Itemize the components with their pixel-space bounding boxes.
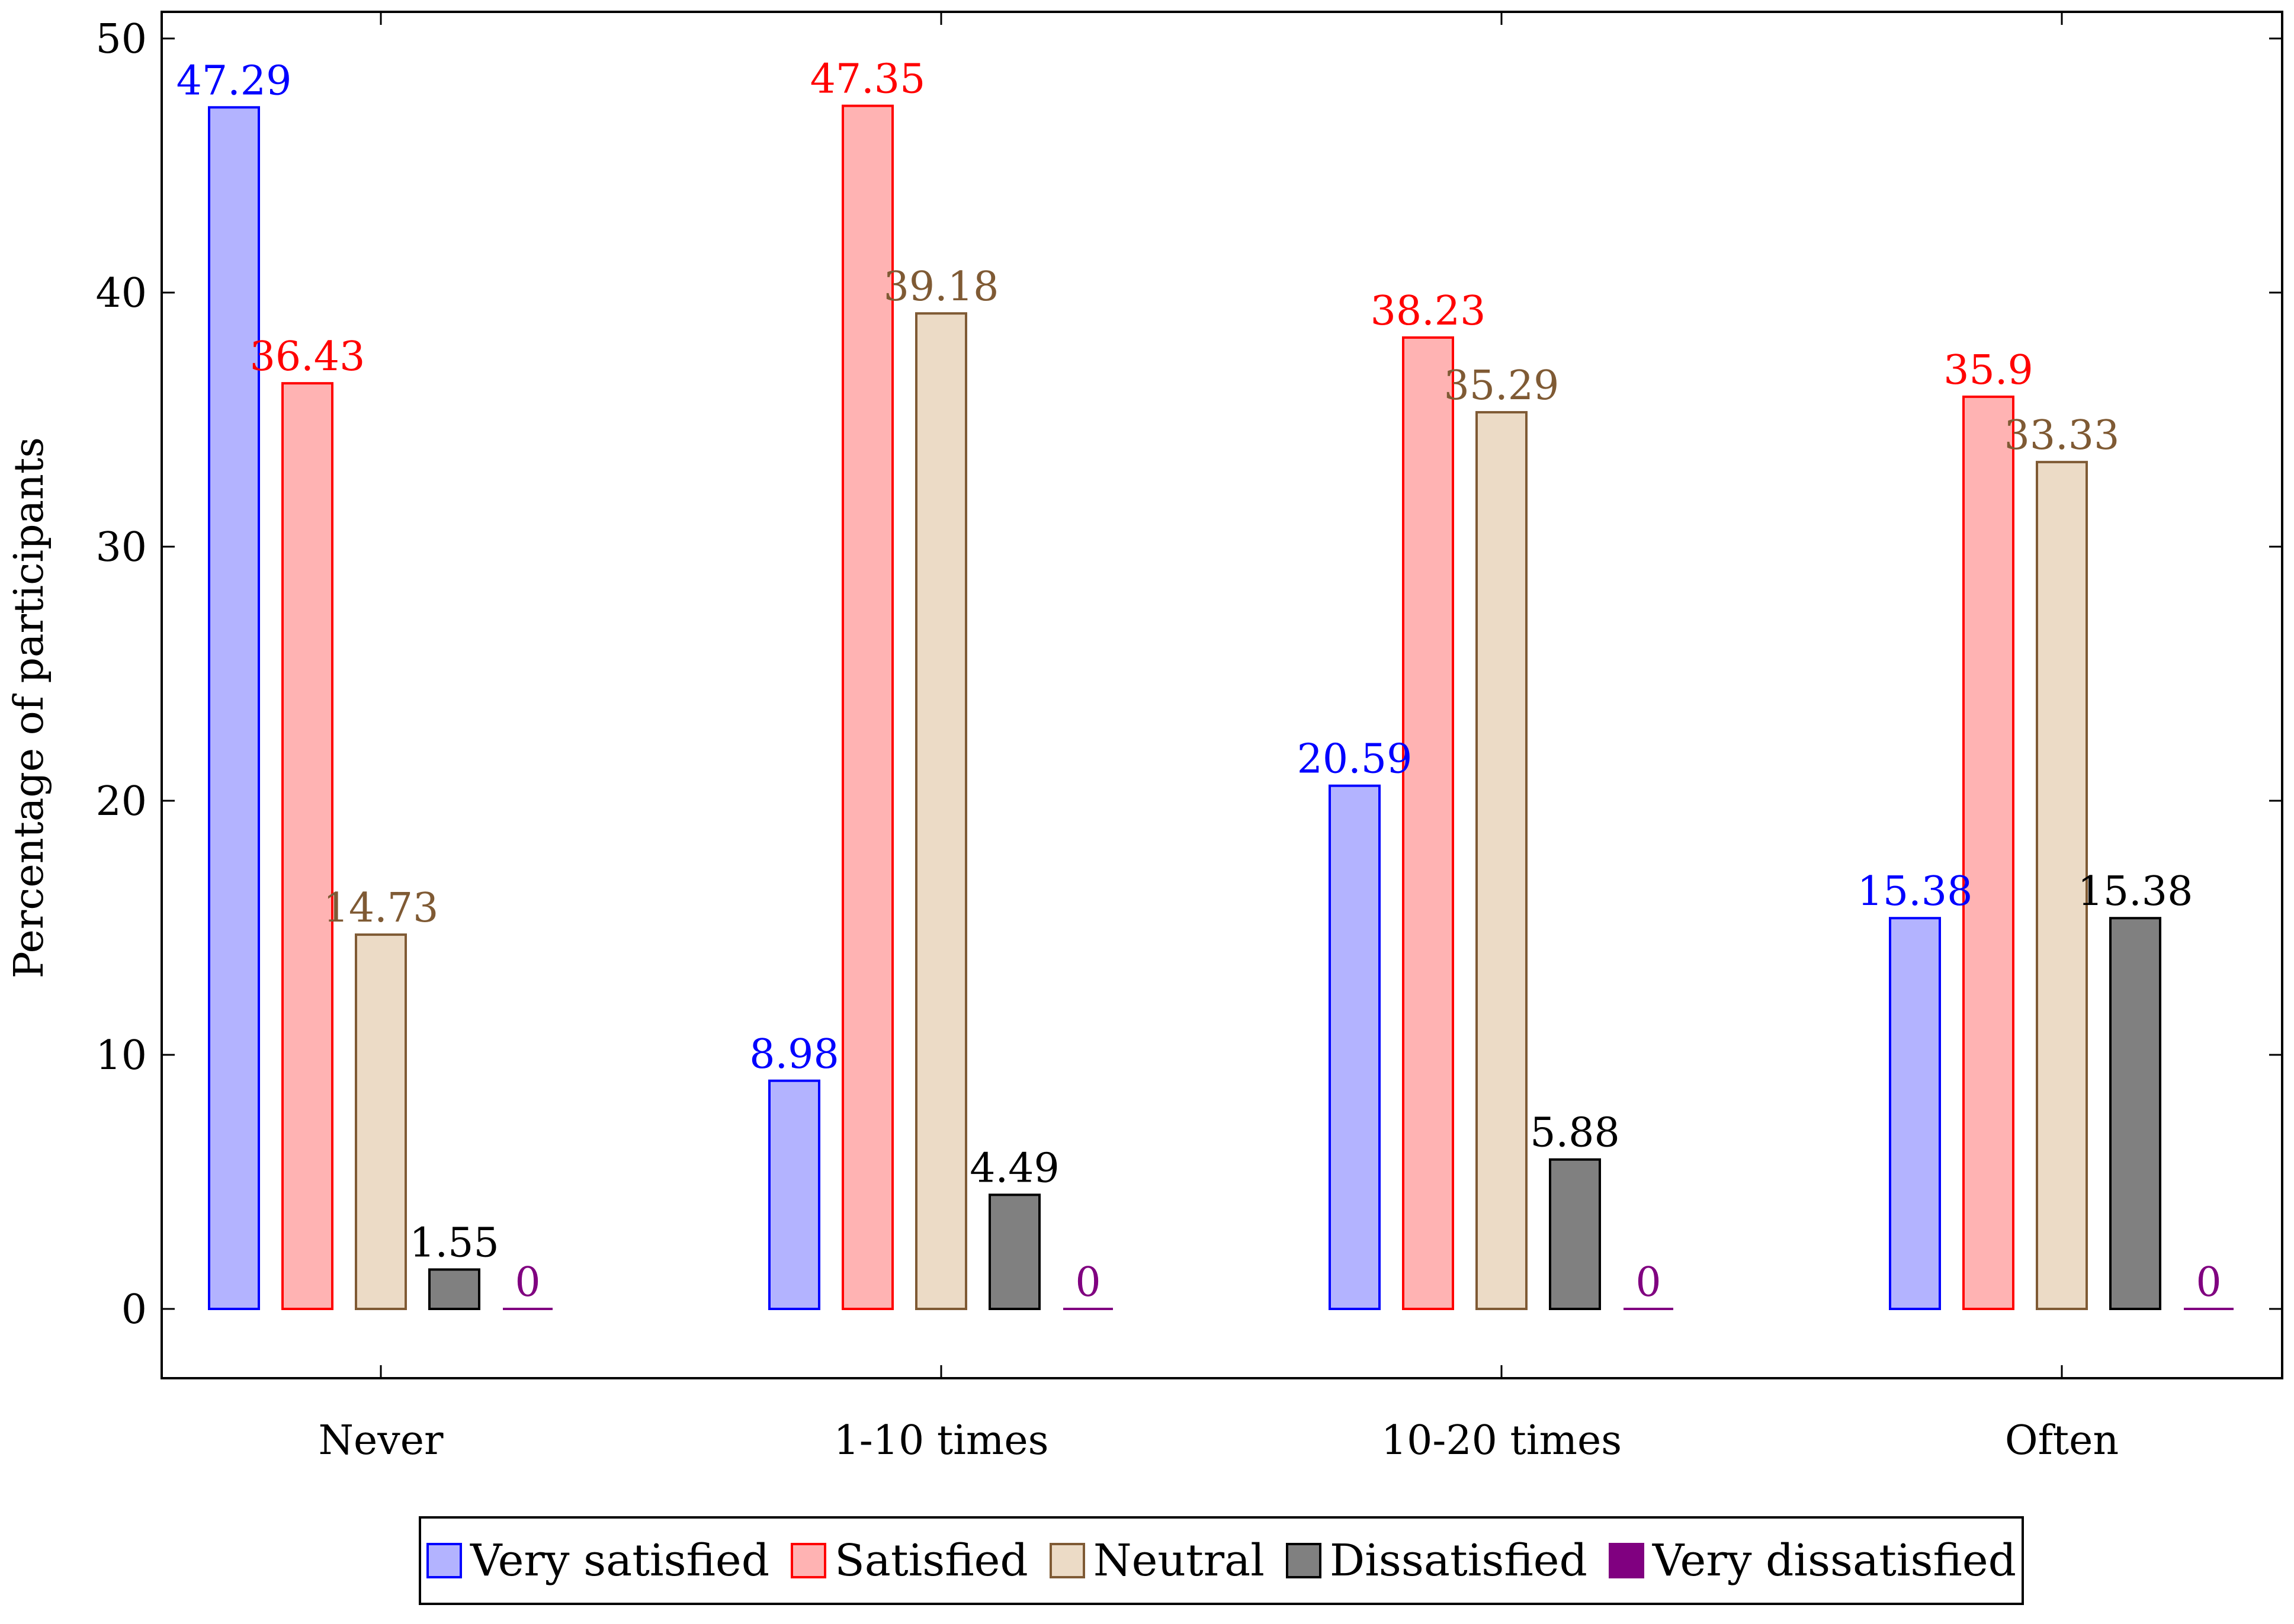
axis-ticks [162,12,2282,1378]
bar-satisfied [1402,336,1454,1310]
x-tick-label: 10-20 times [1381,1417,1622,1464]
data-label-satisfied: 47.35 [810,56,926,103]
bar-satisfied [842,104,894,1310]
bar-satisfied [1962,395,2014,1310]
legend: Very satisfied Satisfied Neutral Dissatisfi… [419,1516,2024,1605]
legend-label: Very dissatisfied [1652,1535,2017,1586]
bar-very-satisfied [1889,917,1941,1310]
x-tick-label: Often [2005,1417,2119,1464]
data-label-neutral: 14.73 [323,885,439,932]
legend-entry-satisfied: Satisfied [791,1535,1028,1586]
bar-neutral [2036,461,2088,1311]
bar-very-satisfied [208,106,260,1310]
data-label-satisfied: 38.23 [1371,288,1486,335]
y-tick-label: 50 [95,16,147,63]
data-label-neutral: 33.33 [2004,412,2120,459]
data-label-very-dissatisfied: 0 [1635,1259,1661,1306]
plot-frame [161,11,2283,1379]
bar-dissatisfied [2109,917,2161,1310]
bar-group [208,104,2234,1311]
legend-swatch [1608,1543,1644,1578]
legend-swatch [1285,1543,1321,1578]
y-tick-label: 40 [95,270,147,317]
data-label-dissatisfied: 5.88 [1530,1110,1619,1157]
data-label-satisfied: 35.9 [1943,347,2033,394]
bar-neutral [355,933,407,1310]
data-label-very-dissatisfied: 0 [2196,1259,2221,1306]
data-label-neutral: 35.29 [1444,362,1560,409]
bar-dissatisfied [428,1268,480,1310]
data-label-very-dissatisfied: 0 [1075,1259,1101,1306]
data-label-very-satisfied: 15.38 [1857,868,1973,915]
data-labels: 47.29 8.98 20.59 15.38 36.43 47.35 38.23 35.9 14… [177,56,2222,1306]
data-label-very-dissatisfied: 0 [515,1259,540,1306]
bar-dissatisfied [1549,1158,1601,1311]
legend-entry-very-dissatisfied: Very dissatisfied [1608,1535,2017,1586]
x-tick-labels: Never 1-10 times 10-20 times Often [319,1417,2119,1464]
y-tick-label: 20 [95,778,147,825]
data-label-dissatisfied: 1.55 [409,1220,499,1267]
legend-label: Neutral [1093,1535,1265,1586]
y-axis-title: Percentage of participants [6,437,53,978]
legend-entry-very-satisfied: Very satisfied [426,1535,769,1586]
data-label-neutral: 39.18 [884,264,999,310]
y-tick-label: 0 [121,1286,147,1333]
data-label-dissatisfied: 15.38 [2078,868,2193,915]
legend-swatch [1049,1543,1085,1578]
legend-label: Dissatisfied [1329,1535,1587,1586]
y-tick-label: 10 [95,1032,147,1079]
legend-entry-dissatisfied: Dissatisfied [1285,1535,1587,1586]
legend-swatch [426,1543,462,1578]
bar-dissatisfied [989,1193,1041,1311]
y-tick-labels: 0 10 20 30 40 50 [95,16,147,1333]
bar-very-satisfied [768,1079,820,1311]
data-label-very-satisfied: 20.59 [1297,736,1413,783]
data-label-dissatisfied: 4.49 [970,1145,1059,1192]
y-tick-label: 30 [95,524,147,571]
bar-very-satisfied [1329,784,1381,1310]
x-tick-label: 1-10 times [833,1417,1048,1464]
data-label-very-satisfied: 47.29 [177,57,292,104]
data-label-very-satisfied: 8.98 [749,1031,839,1078]
x-tick-label: Never [319,1417,444,1464]
data-label-satisfied: 36.43 [250,333,365,380]
legend-label: Satisfied [835,1535,1028,1586]
legend-entry-neutral: Neutral [1049,1535,1265,1586]
bar-neutral [1475,411,1528,1311]
bar-neutral [915,312,967,1310]
legend-label: Very satisfied [470,1535,770,1586]
legend-swatch [791,1543,827,1578]
bar-satisfied [281,382,333,1311]
